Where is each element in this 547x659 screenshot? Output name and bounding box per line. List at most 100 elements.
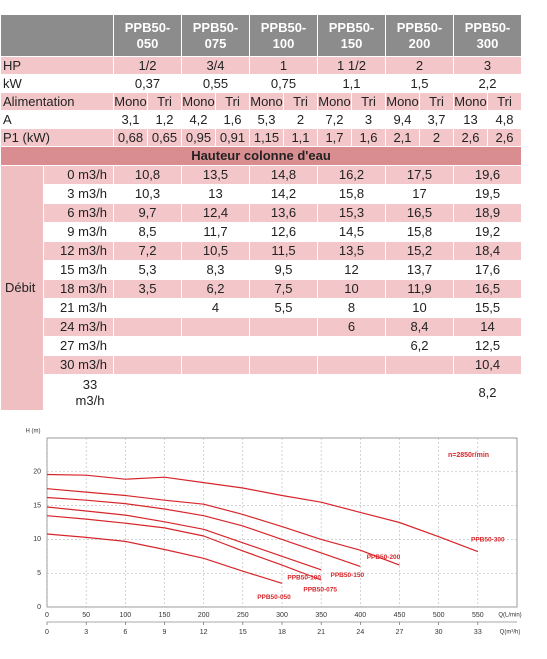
x-tick-label: 50 [82, 612, 90, 619]
head-value: 9,7 [113, 203, 182, 223]
spec-value: 1 [249, 56, 318, 75]
header-corner [0, 14, 114, 57]
head-value [317, 336, 386, 356]
spec-label: HP [0, 56, 114, 75]
head-value: 6,2 [385, 336, 454, 356]
x2-tick-label: 15 [239, 629, 247, 636]
spec-row: Alimentation Mono Tri Mono Tri Mono Tri Mono Tri… [0, 92, 522, 111]
model-name: PPB50-050 [124, 19, 171, 51]
head-value: 10 [385, 298, 454, 318]
head-value: 18,9 [453, 203, 522, 223]
curve-label: PPB50-050 [257, 594, 291, 601]
y-tick-label: 5 [37, 570, 41, 577]
head-value: 16,2 [317, 165, 386, 185]
head-value [113, 317, 182, 337]
spec-value: 5,3 [249, 110, 284, 129]
spec-value: Mono [317, 92, 352, 111]
spec-value: 2 [385, 56, 454, 75]
x2-tick-label: 27 [396, 629, 404, 636]
spec-value: 3,7 [419, 110, 454, 129]
spec-value: 0,55 [181, 74, 250, 93]
head-value: 8,2 [453, 374, 522, 411]
x2-tick-label: 12 [200, 629, 208, 636]
flow-rate: 9 m3/h [43, 222, 114, 242]
spec-value: Mono [113, 92, 148, 111]
head-value [385, 374, 454, 411]
head-value: 14 [453, 317, 522, 337]
x2-tick-label: 18 [278, 629, 286, 636]
head-value: 13,6 [249, 203, 318, 223]
flow-row: 30 m3/h 10,4 [1, 355, 522, 375]
curve-label: PPB50-100 [287, 575, 321, 582]
curve [46, 488, 400, 566]
x2-tick-label: 30 [435, 629, 443, 636]
spec-value: Mono [385, 92, 420, 111]
head-value: 16,5 [453, 279, 522, 299]
spec-value: 1/2 [113, 56, 182, 75]
head-value [113, 374, 182, 411]
spec-row: A 3,1 1,2 4,2 1,6 5,3 2 7,2 3 9,4 3,7 13 4,8 [0, 110, 522, 129]
spec-value: 0,91 [215, 128, 250, 147]
spec-value: 2,6 [487, 128, 522, 147]
curve-label: PPB50-200 [367, 554, 401, 561]
model-header: PPB50-200 [385, 14, 454, 57]
flow-rate: 33 m3/h [75, 376, 105, 408]
x-tick-label: 100 [119, 612, 131, 619]
flow-rate: 12 m3/h [43, 241, 114, 261]
head-value [317, 355, 386, 375]
flow-row: 9 m3/h 8,5 11,7 12,6 14,5 15,8 19,2 [1, 222, 522, 242]
y-tick-label: 15 [33, 502, 41, 509]
spec-value: 1,15 [249, 128, 284, 147]
spec-label: P1 (kW) [0, 128, 114, 147]
head-value: 14,5 [317, 222, 386, 242]
head-value: 19,5 [453, 184, 522, 204]
x2-tick-label: 24 [356, 629, 364, 636]
head-value: 17,5 [385, 165, 454, 185]
head-value: 6,2 [181, 279, 250, 299]
model-header: PPB50-075 [181, 14, 250, 57]
spec-value: 3 [351, 110, 386, 129]
flow-rate: 21 m3/h [43, 298, 114, 318]
x-tick-label: 450 [394, 612, 406, 619]
spec-value: 0,68 [113, 128, 148, 147]
spec-value: Mono [181, 92, 216, 111]
head-value: 13,7 [385, 260, 454, 280]
curve-label: PPB50-150 [331, 572, 365, 579]
x2-tick-label: 9 [163, 629, 167, 636]
spec-value: 0,75 [249, 74, 318, 93]
flow-row: 24 m3/h 6 8,4 14 [1, 317, 522, 337]
x2-tick-label: 3 [84, 629, 88, 636]
spec-value: 1,2 [147, 110, 182, 129]
flow-row: 21 m3/h 4 5,5 8 10 15,5 [1, 298, 522, 318]
spec-value: 2 [419, 128, 454, 147]
x-tick-label: 0 [45, 612, 49, 619]
spec-value: Tri [283, 92, 318, 111]
head-value [113, 298, 182, 318]
flow-row: 15 m3/h 5,3 8,3 9,5 12 13,7 17,6 [1, 260, 522, 280]
curve-label: PPB50-300 [471, 536, 505, 543]
head-value: 19,2 [453, 222, 522, 242]
head-value: 12,6 [249, 222, 318, 242]
model-name: PPB50-200 [396, 19, 443, 51]
model-header: PPB50-050 [113, 14, 182, 57]
spec-value: 2,1 [385, 128, 420, 147]
head-value: 4 [181, 298, 250, 318]
spec-value: 2,2 [453, 74, 522, 93]
spec-value: 13 [453, 110, 488, 129]
model-header: PPB50-150 [317, 14, 386, 57]
head-value: 8 [317, 298, 386, 318]
flow-rate: 0 m3/h [43, 165, 114, 185]
x-tick-label: 250 [237, 612, 249, 619]
spec-label: A [0, 110, 114, 129]
head-value: 10,8 [113, 165, 182, 185]
head-value: 8,4 [385, 317, 454, 337]
x2-tick-label: 0 [45, 629, 49, 636]
flow-rate: 6 m3/h [43, 203, 114, 223]
flow-row: 3 m3/h 10,3 13 14,2 15,8 17 19,5 [1, 184, 522, 204]
spec-value: Tri [147, 92, 182, 111]
flow-row: Débit 0 m3/h 10,8 13,5 14,8 16,2 17,5 19,6 [0, 165, 522, 411]
spec-value: 1,7 [317, 128, 352, 147]
flow-label: Débit [0, 165, 44, 411]
flow-rate: 24 m3/h [43, 317, 114, 337]
